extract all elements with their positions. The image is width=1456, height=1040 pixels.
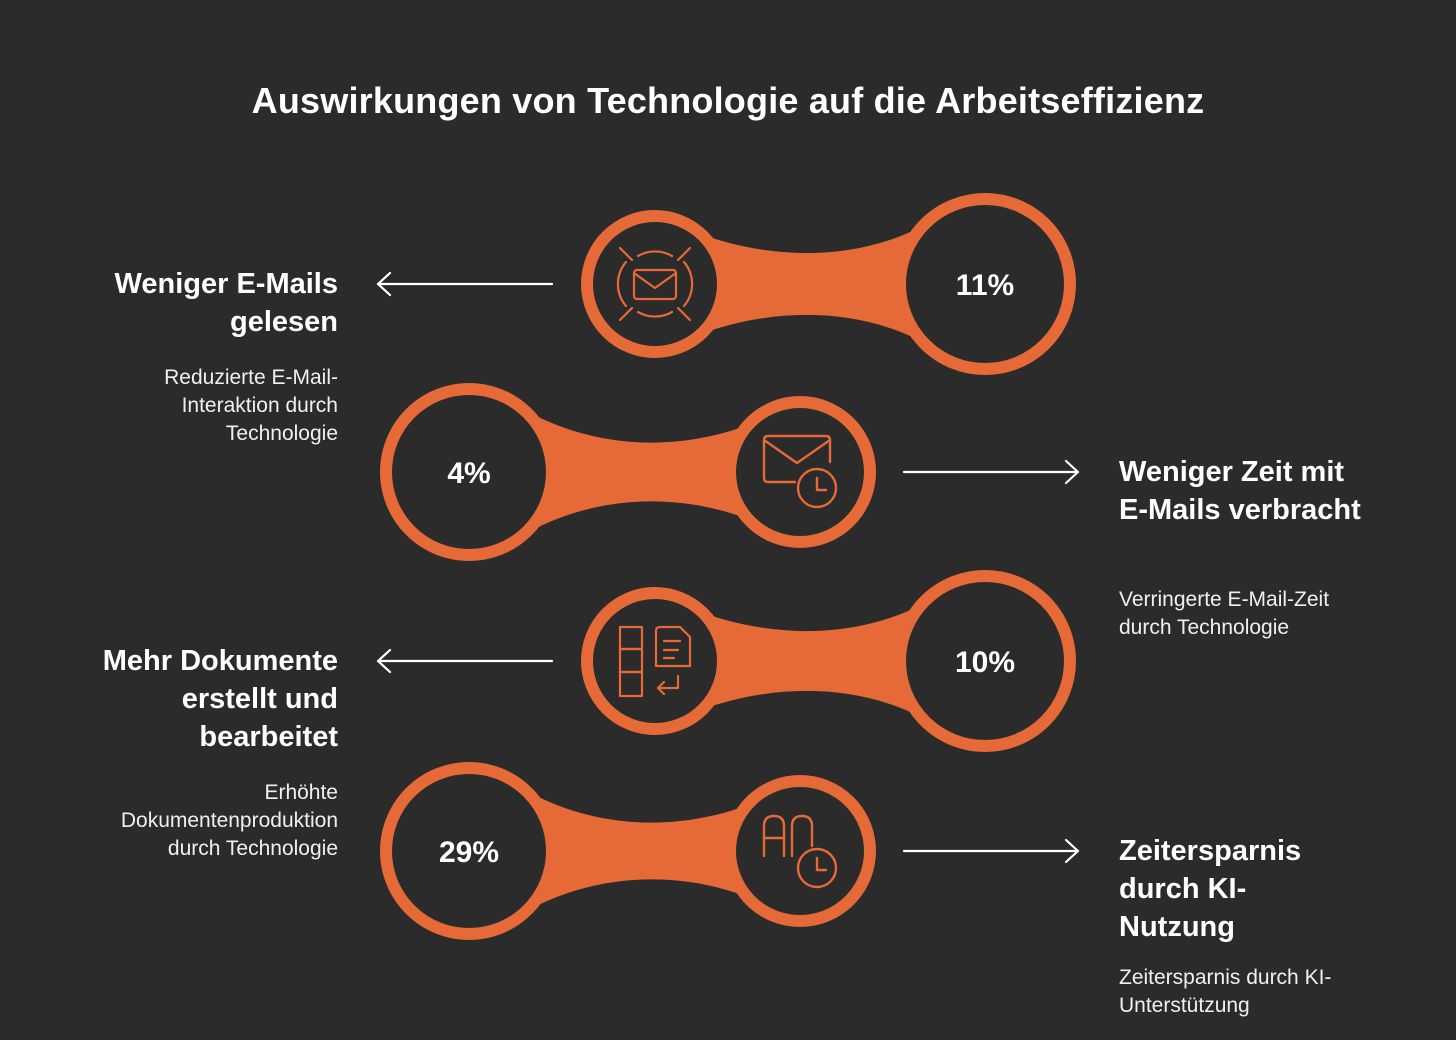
row-3-heading: Mehr Dokumente erstellt und bearbeitet [102, 645, 338, 753]
row-4-value: 29% [439, 836, 499, 869]
row-2-connector [525, 410, 765, 534]
row-1-description: Reduzierte E-Mail-Interaktion durch Tech… [164, 366, 338, 445]
row-2-icon-circle [724, 396, 876, 548]
row-1-value-circle: 11% [894, 193, 1076, 375]
row-4-description: Zeitersparnis durch KI-Unterstützung [1119, 966, 1332, 1017]
row-3-value-circle: 10% [894, 570, 1076, 752]
arrow-row-4 [902, 838, 1080, 864]
row-3-value: 10% [955, 646, 1015, 679]
arrow-row-1 [376, 271, 554, 297]
document-layout-icon [618, 625, 692, 698]
row-2-value: 4% [447, 457, 490, 490]
page-title: Auswirkungen von Technologie auf die Arb… [251, 80, 1205, 121]
email-focus-icon [616, 246, 694, 322]
row-2-heading: Weniger Zeit mit E-Mails verbracht [1119, 456, 1361, 526]
email-clock-icon [762, 434, 838, 509]
row-1-heading: Weniger E-Mails gelesen [114, 268, 338, 338]
arrow-row-3 [376, 648, 554, 674]
row-3-connector [690, 600, 930, 722]
row-4-value-circle: 29% [380, 762, 558, 940]
row-1-icon-circle [581, 210, 729, 358]
row-2-description: Verringerte E-Mail-Zeit durch Technologi… [1119, 588, 1330, 639]
row-3-description: Erhöhte Dokumentenproduktion durch Techn… [120, 781, 338, 860]
row-4-heading: Zeitersparnis durch KI-Nutzung [1119, 835, 1302, 943]
row-1-connector [690, 222, 930, 346]
row-4-icon-circle [724, 775, 876, 927]
arrow-row-2 [902, 459, 1080, 485]
ai-clock-icon [762, 814, 838, 889]
row-1-value: 11% [956, 269, 1014, 302]
row-4-connector [525, 790, 765, 912]
row-2-value-circle: 4% [380, 383, 558, 561]
